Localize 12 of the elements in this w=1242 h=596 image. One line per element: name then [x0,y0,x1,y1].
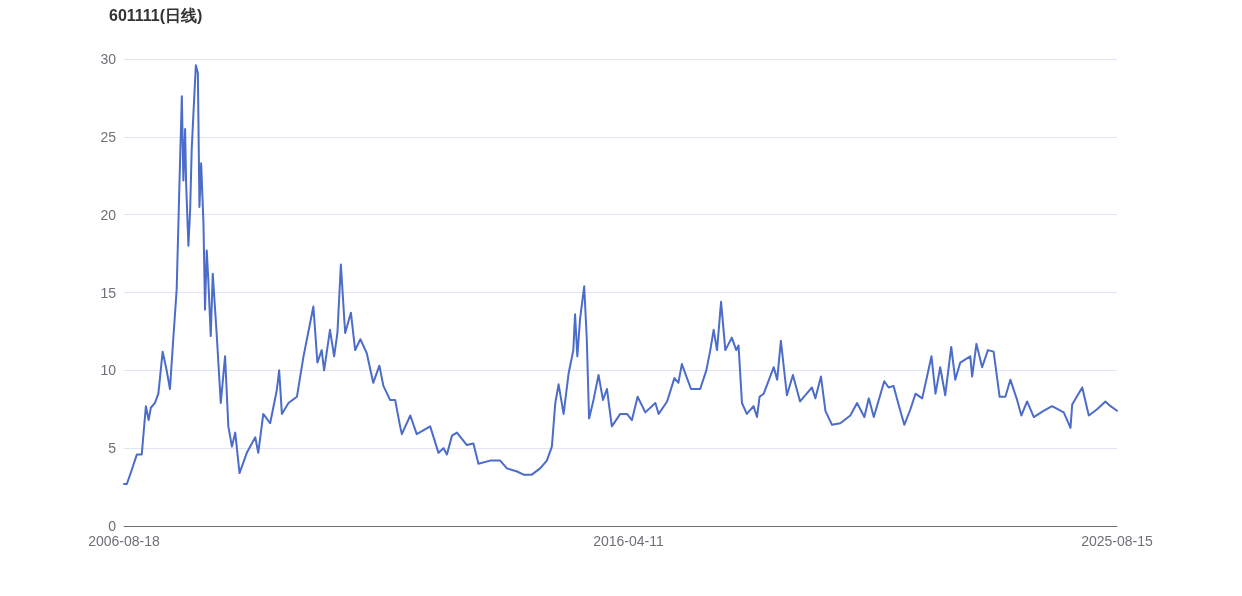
y-tick-label: 0 [108,518,117,534]
line-series [123,64,1118,485]
y-tick-label: 15 [100,284,117,301]
x-tick-label: 2006-08-18 [88,533,161,549]
y-tick-label: 10 [100,362,117,379]
y-tick-label: 5 [108,440,117,457]
y-tick-label: 20 [100,206,117,223]
chart-title: 601111(日线) [109,6,203,24]
x-tick-label: 2025-08-15 [1081,533,1154,549]
y-tick-label: 30 [100,51,117,67]
x-tick-label: 2016-04-11 [593,533,664,549]
y-tick-label: 25 [100,128,117,145]
